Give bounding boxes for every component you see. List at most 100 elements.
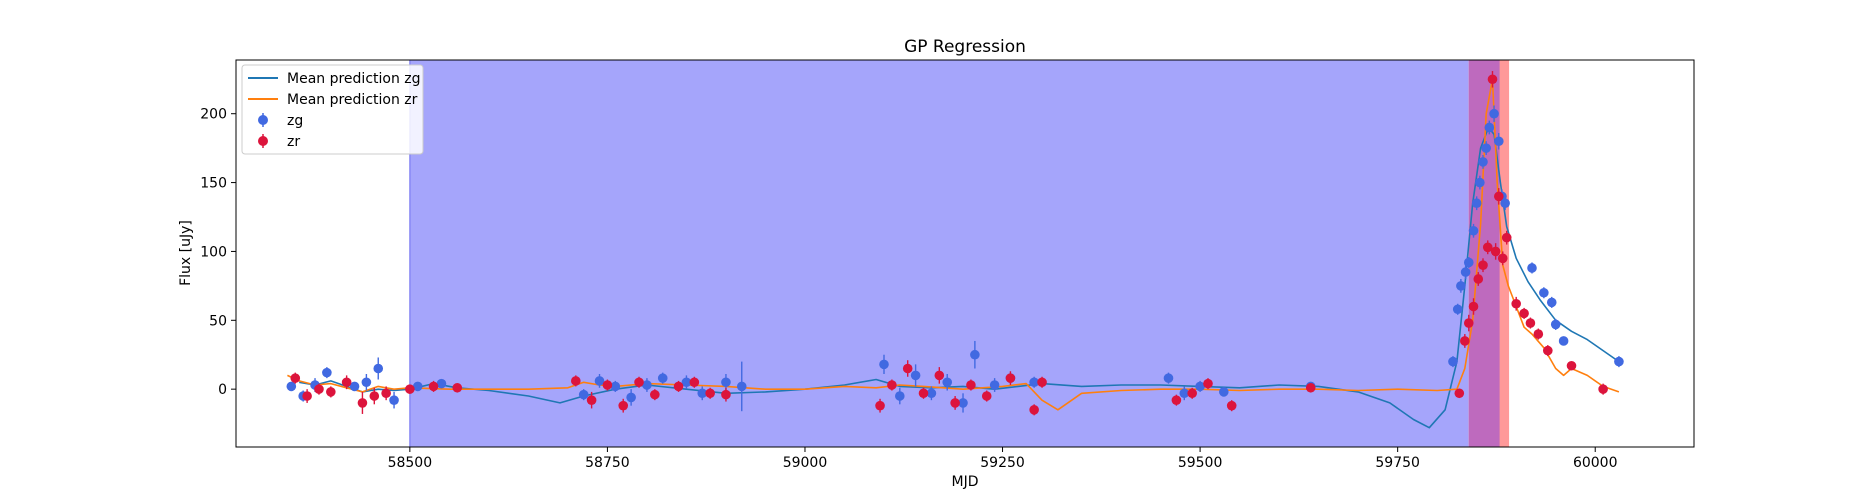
zr-point [1566, 360, 1577, 371]
zg-point [1452, 304, 1463, 315]
zg-point [1484, 122, 1495, 133]
zr-point [887, 380, 897, 390]
zr-point [1473, 274, 1484, 284]
zg-point [1468, 225, 1479, 236]
legend-label-mean-zg: Mean prediction zg [287, 71, 421, 87]
zr-point [618, 400, 629, 411]
zg-point [1163, 373, 1174, 383]
zr-point [1511, 298, 1521, 309]
zg-point [1558, 336, 1569, 346]
zr-point [1490, 246, 1501, 257]
legend-box [241, 64, 424, 155]
zr-point [966, 380, 976, 390]
zg-point [1448, 356, 1458, 367]
zr-point [341, 377, 352, 388]
zg-point [626, 392, 636, 403]
zr-point [981, 391, 992, 401]
zg-point [578, 389, 589, 400]
zg-point [1219, 387, 1229, 397]
chart-title: GP Regression [904, 37, 1026, 57]
zr-point [1037, 377, 1047, 388]
observation-points [286, 71, 1624, 416]
legend-label-zr: zr [287, 134, 300, 150]
zg-point [349, 381, 360, 392]
x-tick-label: 58750 [585, 455, 630, 471]
legend-label-mean-zr: Mean prediction zr [287, 92, 418, 108]
zr-point [1463, 318, 1474, 328]
zg-point [1195, 381, 1205, 392]
legend-label-zg: zg [287, 113, 303, 129]
zr-point [326, 387, 336, 397]
zg-point [681, 377, 692, 388]
zr-point [1468, 301, 1479, 312]
mean-prediction-zg-line [299, 126, 1620, 429]
legend-swatch-zg [258, 115, 268, 125]
zr-point [634, 377, 644, 388]
zg-point [642, 380, 652, 390]
zg-point [1614, 356, 1624, 367]
mean-prediction-lines [287, 78, 1620, 429]
legend-swatch-zr [258, 136, 268, 146]
zg-point [1550, 319, 1561, 330]
zr-point [875, 400, 885, 411]
zg-point [1471, 198, 1482, 209]
x-tick-label: 59000 [783, 455, 828, 471]
y-tick-label: 50 [209, 313, 227, 329]
zr-point [1460, 336, 1470, 346]
zg-point [1456, 281, 1466, 291]
zg-point [373, 363, 384, 374]
zg-point [1546, 297, 1557, 308]
zr-point [1305, 382, 1316, 393]
zg-point [1179, 388, 1190, 399]
y-axis-label: Flux [uJy] [178, 220, 194, 286]
y-axis-ticks: 0 50 100 150 200 [200, 107, 236, 398]
zg-point [1463, 257, 1474, 268]
x-tick-label: 60000 [1573, 455, 1618, 471]
zr-point [902, 363, 913, 374]
zg-point [910, 370, 921, 381]
zg-point [436, 378, 447, 389]
zg-point [736, 381, 747, 392]
x-tick-label: 58500 [388, 455, 433, 471]
zg-point [1478, 157, 1488, 167]
zg-point [610, 381, 621, 392]
zr-point [369, 391, 380, 401]
plot-frame [235, 59, 1695, 448]
x-tick-label: 59250 [980, 455, 1025, 471]
zg-point [879, 359, 889, 370]
x-axis-ticks: 58500 58750 59000 59250 59500 59750 60000 [388, 447, 1618, 471]
zg-point [942, 377, 953, 388]
zr-point [1525, 318, 1536, 328]
zr-point [357, 398, 368, 408]
zr-point [950, 398, 960, 408]
zr-point [918, 388, 929, 399]
zr-point [602, 380, 613, 390]
y-tick-label: 200 [200, 107, 227, 123]
zr-point [1226, 400, 1237, 411]
zr-point [1454, 388, 1465, 399]
zg-point [361, 377, 372, 388]
zg-point [1539, 287, 1549, 298]
zr-point [1533, 329, 1544, 339]
zg-point [926, 388, 937, 399]
zr-point [381, 388, 391, 399]
zg-point [286, 381, 297, 392]
y-tick-label: 100 [200, 244, 227, 260]
zg-point [1475, 177, 1485, 188]
legend: Mean prediction zg Mean prediction zr zg… [241, 64, 424, 155]
zr-point [1482, 242, 1493, 253]
zg-point [1460, 267, 1471, 277]
zr-point [721, 389, 731, 400]
zr-point [1478, 260, 1488, 271]
zr-point [689, 377, 700, 388]
x-tick-label: 59500 [1178, 455, 1223, 471]
zr-point [650, 389, 660, 400]
y-tick-label: 150 [200, 176, 227, 192]
zr-point [586, 395, 597, 405]
zr-point [1029, 405, 1039, 415]
zr-point [1497, 253, 1508, 264]
zr-point [405, 384, 415, 394]
zr-point [314, 384, 324, 394]
zr-point [1519, 308, 1529, 319]
